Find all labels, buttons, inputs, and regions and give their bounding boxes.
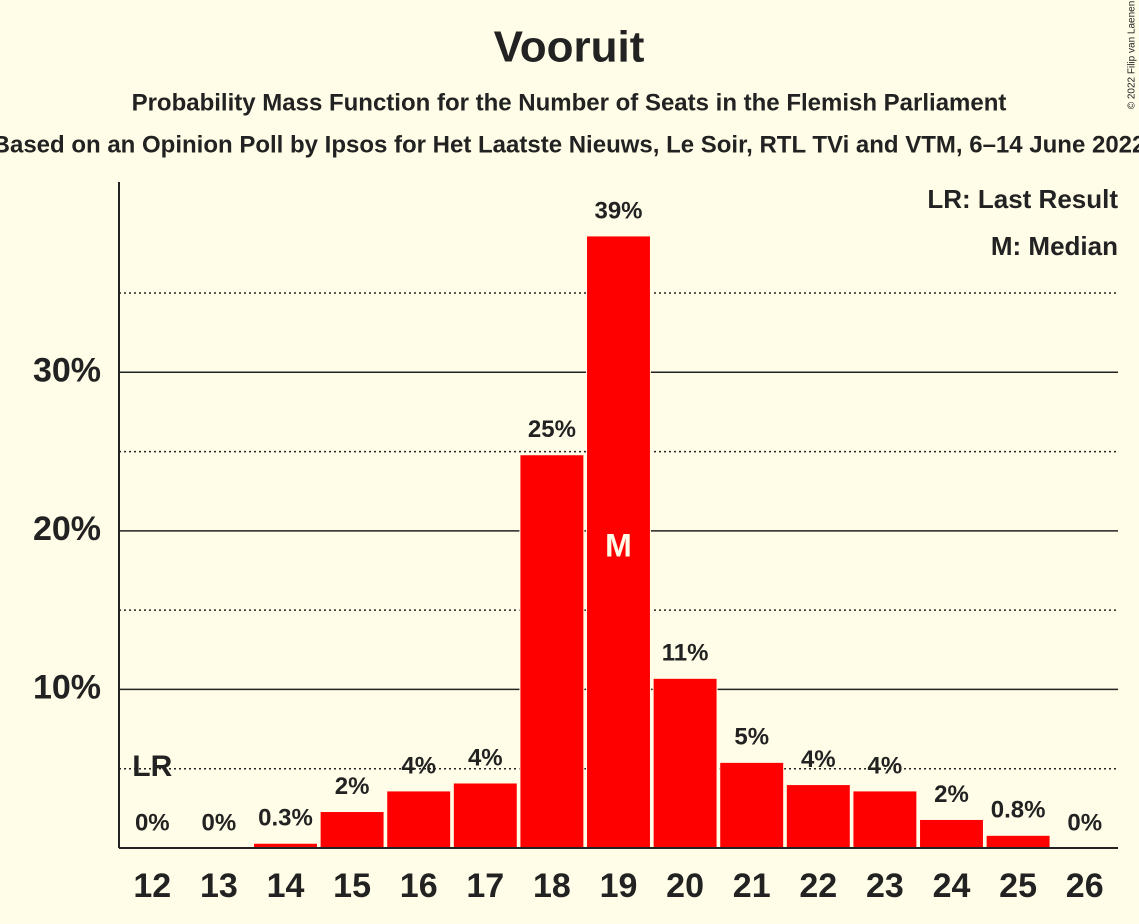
x-tick-label: 26	[1066, 867, 1104, 905]
value-label: 0%	[1067, 809, 1102, 836]
value-label: 11%	[662, 640, 709, 667]
x-tick-label: 19	[600, 867, 638, 905]
value-label: 2%	[335, 773, 370, 800]
x-tick-label: 14	[267, 867, 305, 905]
bar	[785, 784, 851, 849]
value-label: 0.3%	[258, 805, 313, 832]
bar	[652, 677, 718, 849]
chart-title: Vooruit	[494, 23, 645, 72]
x-tick-label: 21	[733, 867, 771, 905]
y-tick-label: 30%	[33, 351, 101, 389]
value-label: 4%	[468, 744, 503, 771]
bar	[919, 818, 984, 849]
value-label: 0%	[135, 809, 170, 836]
x-tick-label: 25	[999, 867, 1037, 905]
x-tick-label: 15	[333, 867, 371, 905]
copyright: © 2022 Filip van Laenen	[1127, 1, 1138, 110]
bar	[719, 761, 785, 849]
x-tick-label: 17	[466, 867, 504, 905]
x-tick-label: 20	[666, 867, 704, 905]
x-tick-label: 12	[133, 867, 171, 905]
y-tick-label: 20%	[33, 510, 101, 548]
legend-entry: M: Median	[991, 231, 1118, 261]
x-tick-label: 24	[933, 867, 971, 905]
x-tick-label: 22	[799, 867, 837, 905]
x-tick-label: 18	[533, 867, 571, 905]
value-label: 0%	[202, 809, 237, 836]
chart-subtitle: Probability Mass Function for the Number…	[132, 89, 1007, 116]
bar	[386, 790, 452, 849]
bar	[452, 782, 518, 849]
chart-subtitle: Based on an Opinion Poll by Ipsos for He…	[0, 131, 1139, 158]
median-label: M	[605, 527, 632, 563]
y-tick-label: 10%	[33, 668, 101, 706]
value-label: 25%	[528, 416, 576, 443]
bar	[519, 454, 585, 849]
value-label: 4%	[401, 752, 436, 779]
x-tick-label: 23	[866, 867, 904, 905]
bar	[852, 790, 918, 849]
bar	[985, 834, 1051, 849]
value-label: 4%	[868, 752, 903, 779]
x-tick-label: 16	[400, 867, 438, 905]
value-label: 0.8%	[991, 797, 1046, 824]
value-label: 39%	[594, 197, 642, 224]
value-label: 4%	[801, 746, 836, 773]
value-label: 5%	[734, 724, 769, 751]
last-result-label: LR	[132, 750, 172, 783]
x-tick-label: 13	[200, 867, 238, 905]
value-label: 2%	[934, 781, 969, 808]
bar	[319, 811, 385, 849]
legend-entry: LR: Last Result	[927, 184, 1118, 214]
